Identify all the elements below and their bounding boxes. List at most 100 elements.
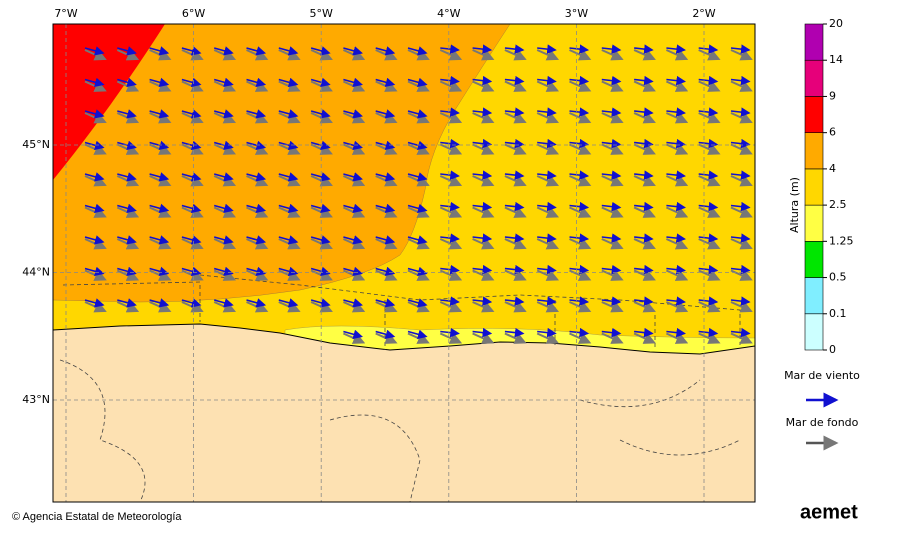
swell-arrow [472,112,495,124]
swell-arrow [439,332,463,344]
wind-arrow [407,172,428,182]
swell-arrow [569,269,592,281]
wind-arrow [84,109,105,119]
wind-arrow [343,140,363,150]
wind-arrow [601,170,622,180]
swell-arrow [569,206,592,218]
swell-arrow [439,175,463,187]
wind-arrow [601,201,622,212]
wind-arrow [84,235,105,245]
wind-arrow [181,298,202,308]
swell-arrow [601,301,624,313]
wind-arrow [730,170,751,180]
wind-arrow [246,298,267,308]
wind-arrow [375,109,396,119]
wind-arrow [504,75,525,86]
wind-arrow [117,46,137,56]
swell-arrow [601,332,624,344]
wind-arrow [84,77,105,87]
wind-arrow [472,233,493,243]
wind-arrow [278,46,299,56]
colorbar-segment [804,241,824,278]
map-frame [52,23,756,503]
wind-arrow [601,75,622,86]
lat-label: 43°N [22,393,50,406]
wind-arrow [504,138,525,149]
wind-arrow [569,233,590,243]
wind-arrow [246,203,267,213]
wind-arrow [472,201,493,212]
swell-arrow [439,143,463,155]
wind-arrow [343,172,363,182]
wind-arrow [698,296,719,306]
wind-arrow [149,46,170,56]
wind-arrow [440,44,460,54]
swell-arrow [730,49,753,61]
swell-arrow [439,80,463,92]
colorbar-tick-label: 14 [829,53,843,66]
wind-arrow [213,203,234,213]
swell-arrow [504,112,527,124]
colorbar-segment [804,204,824,242]
logo: aemet [800,501,858,523]
swell-arrow [730,238,753,250]
wind-arrow [537,75,557,86]
wind-arrow [310,172,331,182]
wind-arrow [601,296,622,306]
swell-arrow [633,143,656,155]
wind-arrow [504,327,525,338]
wind-arrow [569,327,590,338]
wind-arrow [375,77,396,87]
wind-arrow [181,203,202,213]
wind-arrow [84,266,105,276]
wind-arrow [666,75,686,86]
colorbar-tick-label: 1.25 [829,234,854,247]
swell-arrow [698,206,721,218]
swell-arrow [665,332,689,344]
wind-arrow [149,266,170,276]
swell-arrow [633,301,656,313]
wind-arrow [569,170,590,180]
wind-arrow [472,44,493,54]
wind-arrow [149,235,170,245]
wind-arrow [472,107,493,117]
swell-arrow [633,49,656,61]
wind-arrow [407,298,428,308]
wind-arrow [537,107,557,117]
swell-arrow [504,269,527,281]
wind-arrow [310,46,331,56]
swell-arrow [665,143,689,155]
wind-arrow [666,138,686,149]
swell-arrow [601,80,624,92]
swell-arrow [569,175,592,187]
wind-arrow [213,172,234,182]
wind-arrow [246,46,267,56]
swell-arrow [569,49,592,61]
wind-arrow [440,327,460,338]
swell-arrow [601,143,624,155]
wind-arrow [569,44,590,54]
wind-arrow [246,140,267,150]
wind-arrow [407,203,428,213]
wind-arrow [472,75,493,86]
sea-band [53,24,165,180]
wind-arrow [537,201,557,212]
wind-arrow [698,138,719,149]
swell-arrow [730,332,753,344]
colorbar-segment [804,313,824,351]
wind-arrow [246,172,267,182]
wind-arrow [601,233,622,243]
colorbar-tick-label: 4 [829,162,836,175]
swell-arrow [504,80,527,92]
credit: © Agencia Estatal de Meteorología [12,511,182,523]
wind-arrow [213,77,234,87]
wind-arrow [666,170,686,180]
colorbar: 0 0.1 0.5 1.25 2.5 4 6 9 14 20 [804,17,854,356]
swell-arrow [536,269,560,281]
wind-arrow [310,77,331,87]
wind-arrow [698,327,719,338]
wind-arrow [537,44,557,54]
wind-arrow [569,296,590,306]
wind-arrow [149,109,170,119]
wind-arrow [472,264,493,275]
